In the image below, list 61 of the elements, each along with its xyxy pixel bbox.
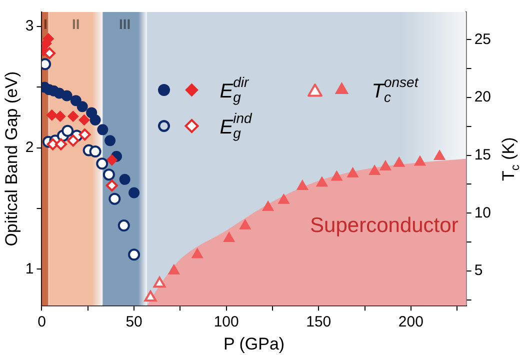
point (347, 167, 358, 178)
point (223, 232, 235, 242)
point (78, 128, 91, 141)
y-axis-title: Opitical Band Gap (eV) (2, 71, 21, 246)
y2-tick-label: 15 (474, 146, 492, 164)
point (153, 276, 166, 288)
point (296, 180, 308, 190)
point (108, 192, 121, 205)
point (104, 135, 116, 146)
y-tick-label: 1 (25, 260, 34, 278)
point (54, 110, 66, 122)
x-tick-label: 100 (214, 314, 239, 331)
point (67, 134, 80, 147)
point (393, 156, 405, 167)
y-tick-label: 3 (25, 18, 34, 35)
point (61, 90, 72, 102)
point (239, 219, 251, 230)
band-label: II (72, 16, 80, 32)
point (278, 194, 290, 204)
point (68, 110, 79, 122)
point (380, 160, 392, 170)
band-label: I (43, 16, 48, 32)
point (106, 154, 118, 166)
point (368, 165, 380, 176)
point (62, 124, 74, 137)
y2-tick-label: 25 (474, 30, 492, 48)
point (434, 150, 446, 160)
point (128, 248, 140, 261)
y2-axis-title: Tc (K) (499, 137, 520, 181)
point (414, 156, 426, 166)
point (168, 264, 180, 274)
y2-tick-label: 5 (474, 262, 483, 280)
y2-tick-label: 20 (474, 88, 492, 106)
point (331, 170, 342, 181)
point (262, 200, 274, 211)
point (54, 138, 67, 150)
annotation: Superconductor (310, 214, 458, 238)
x-tick-label: 0 (38, 314, 46, 331)
point (96, 158, 108, 170)
point (46, 110, 58, 121)
point (90, 114, 101, 126)
x-tick-label: 150 (306, 314, 332, 331)
point (102, 168, 115, 181)
point (128, 187, 140, 198)
x-tick-label: 200 (398, 314, 424, 331)
y-tick-label: 2 (25, 139, 34, 156)
point (316, 176, 328, 187)
point (76, 101, 88, 112)
x-tick-label: 50 (126, 314, 142, 331)
point (106, 179, 118, 192)
point (78, 114, 90, 126)
band-label: III (118, 16, 131, 32)
point (192, 248, 204, 258)
x-axis-title: P (GPa) (223, 334, 285, 354)
point (97, 124, 108, 136)
y2-tick-label: 10 (474, 204, 492, 222)
point (144, 290, 157, 302)
point (89, 146, 102, 158)
point (118, 220, 130, 232)
point (70, 95, 82, 106)
point (119, 174, 130, 185)
